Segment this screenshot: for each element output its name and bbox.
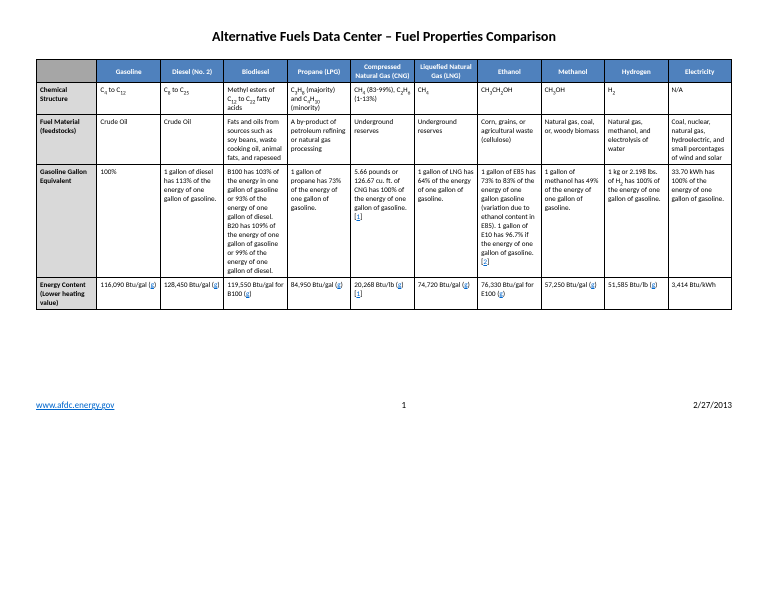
table-cell: 119,550 Btu/gal for B100 (g)	[224, 278, 287, 310]
row-header: Fuel Material (feedstocks)	[37, 115, 97, 165]
table-cell: 128,450 Btu/gal (g)	[160, 278, 223, 310]
table-cell: 3,414 Btu/kWh	[668, 278, 732, 310]
column-header: Methanol	[541, 60, 604, 83]
column-header: Compressed Natural Gas (CNG)	[351, 60, 414, 83]
table-cell: CH3CH2OH	[478, 83, 541, 115]
table-cell: Coal, nuclear, natural gas, hydroelectri…	[668, 115, 732, 165]
table-cell: A by-product of petroleum refining or na…	[287, 115, 350, 165]
column-header: Biodiesel	[224, 60, 287, 83]
table-cell: Corn, grains, or agricultural waste (cel…	[478, 115, 541, 165]
table-cell: Crude Oil	[160, 115, 223, 165]
footer-date: 2/27/2013	[693, 400, 732, 411]
table-row: Gasoline Gallon Equivalent100%1 gallon o…	[37, 165, 732, 278]
table-row: Fuel Material (feedstocks)Crude OilCrude…	[37, 115, 732, 165]
column-header: Propane (LPG)	[287, 60, 350, 83]
table-cell: Underground reserves	[351, 115, 414, 165]
column-header: Electricity	[668, 60, 732, 83]
table-cell: 51,585 Btu/lb (g)	[605, 278, 668, 310]
table-cell: 1 gallon of propane has 73% of the energ…	[287, 165, 350, 278]
table-row: Energy Content (Lower heating value)116,…	[37, 278, 732, 310]
table-cell: CH4	[414, 83, 477, 115]
fuel-properties-table: GasolineDiesel (No. 2)BiodieselPropane (…	[36, 59, 732, 310]
table-cell: 1 gallon of diesel has 113% of the energ…	[160, 165, 223, 278]
table-cell: H2	[605, 83, 668, 115]
table-cell: CH4 (83-99%), C2H6 (1-13%)	[351, 83, 414, 115]
table-corner-cell	[37, 60, 97, 83]
table-cell: 1 gallon of E85 has 73% to 83% of the en…	[478, 165, 541, 278]
column-header: Liquefied Natural Gas (LNG)	[414, 60, 477, 83]
row-header: Gasoline Gallon Equivalent	[37, 165, 97, 278]
table-cell: 76,330 Btu/gal for E100 (g)	[478, 278, 541, 310]
column-header: Diesel (No. 2)	[160, 60, 223, 83]
table-cell: C8 to C25	[160, 83, 223, 115]
column-header: Hydrogen	[605, 60, 668, 83]
table-cell: 33.70 kWh has 100% of the energy of one …	[668, 165, 732, 278]
page-title: Alternative Fuels Data Center – Fuel Pro…	[36, 28, 732, 45]
table-cell: Fats and oils from sources such as soy b…	[224, 115, 287, 165]
table-cell: CH3OH	[541, 83, 604, 115]
row-header: Energy Content (Lower heating value)	[37, 278, 97, 310]
table-cell: Crude Oil	[97, 115, 160, 165]
table-cell: 1 kg or 2.198 lbs. of H2 has 100% of the…	[605, 165, 668, 278]
footer-url-link[interactable]: www.afdc.energy.gov	[36, 400, 114, 411]
table-cell: C3H8 (majority) and C4H10 (minority)	[287, 83, 350, 115]
table-row: Chemical StructureC4 to C12C8 to C25Meth…	[37, 83, 732, 115]
table-cell: Natural gas, coal, or, woody biomass	[541, 115, 604, 165]
table-cell: 1 gallon of LNG has 64% of the energy of…	[414, 165, 477, 278]
table-cell: 1 gallon of methanol has 49% of the ener…	[541, 165, 604, 278]
table-cell: 100%	[97, 165, 160, 278]
table-cell: Underground reserves	[414, 115, 477, 165]
table-cell: 20,268 Btu/lb (g) [1]	[351, 278, 414, 310]
column-header: Gasoline	[97, 60, 160, 83]
table-cell: Methyl esters of C12 to C22 fatty acids	[224, 83, 287, 115]
column-header: Ethanol	[478, 60, 541, 83]
table-cell: 57,250 Btu/gal (g)	[541, 278, 604, 310]
table-cell: B100 has 103% of the energy in one gallo…	[224, 165, 287, 278]
row-header: Chemical Structure	[37, 83, 97, 115]
table-cell: 5.66 pounds or 126.67 cu. ft. of CNG has…	[351, 165, 414, 278]
table-cell: Natural gas, methanol, and electrolysis …	[605, 115, 668, 165]
page-footer: www.afdc.energy.gov 1 2/27/2013	[36, 400, 732, 411]
table-cell: N/A	[668, 83, 732, 115]
table-cell: C4 to C12	[97, 83, 160, 115]
table-cell: 84,950 Btu/gal (g)	[287, 278, 350, 310]
table-cell: 116,090 Btu/gal (g)	[97, 278, 160, 310]
footer-page-number: 1	[401, 400, 406, 411]
table-cell: 74,720 Btu/gal (g)	[414, 278, 477, 310]
